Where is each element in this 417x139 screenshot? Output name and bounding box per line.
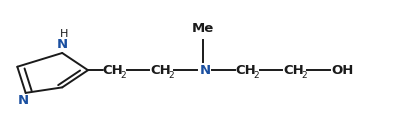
Text: 2: 2	[168, 71, 174, 80]
Text: N: N	[57, 38, 68, 51]
Text: N: N	[18, 94, 29, 107]
Text: H: H	[60, 29, 68, 39]
Text: 2: 2	[301, 71, 307, 80]
Text: 2: 2	[121, 71, 126, 80]
Text: CH: CH	[236, 64, 256, 77]
Text: N: N	[199, 64, 211, 77]
Text: OH: OH	[332, 64, 354, 77]
Text: CH: CH	[103, 64, 123, 77]
Text: Me: Me	[191, 22, 214, 35]
Text: CH: CH	[150, 64, 171, 77]
Text: 2: 2	[254, 71, 259, 80]
Text: CH: CH	[283, 64, 304, 77]
